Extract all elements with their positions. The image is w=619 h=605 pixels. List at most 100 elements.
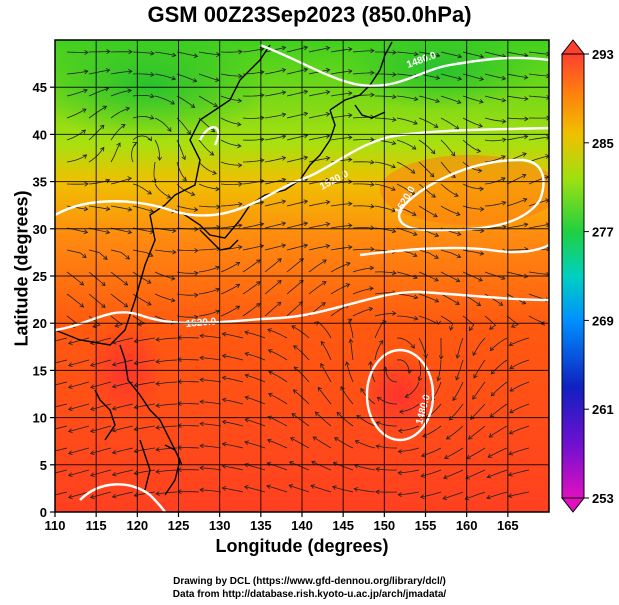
y-tick-label: 5 bbox=[40, 458, 47, 473]
x-tick-label: 110 bbox=[45, 518, 66, 533]
streamline bbox=[154, 183, 171, 199]
streamline bbox=[465, 491, 486, 500]
streamline-arrow bbox=[289, 437, 295, 442]
streamline-arrow bbox=[81, 129, 87, 134]
streamline bbox=[506, 73, 528, 78]
streamline bbox=[267, 329, 288, 339]
streamline-arrow bbox=[288, 484, 294, 489]
streamline-arrow bbox=[237, 245, 243, 250]
streamline-arrow bbox=[370, 70, 375, 76]
streamline-arrow bbox=[170, 275, 176, 281]
streamline-arrow bbox=[410, 169, 416, 174]
streamline-arrow bbox=[172, 249, 177, 255]
streamline-arrow bbox=[434, 254, 439, 259]
x-tick-label: 135 bbox=[250, 518, 272, 533]
streamline bbox=[396, 51, 418, 55]
streamline bbox=[286, 258, 304, 273]
streamline-arrow bbox=[210, 127, 216, 133]
streamline-arrow bbox=[132, 142, 138, 147]
streamline-arrow bbox=[546, 51, 549, 57]
streamline-arrow bbox=[213, 102, 218, 108]
streamline bbox=[88, 147, 105, 163]
streamline-arrow bbox=[487, 453, 493, 458]
streamline-arrow bbox=[438, 355, 444, 360]
streamline bbox=[55, 403, 68, 408]
streamline bbox=[352, 72, 375, 75]
streamline bbox=[418, 183, 436, 198]
streamline-arrow bbox=[84, 181, 89, 187]
streamline-arrow bbox=[303, 67, 309, 73]
x-tick-label: 155 bbox=[415, 518, 437, 533]
streamline-arrow bbox=[311, 460, 316, 466]
streamline-arrow bbox=[81, 108, 87, 113]
streamline-arrow bbox=[434, 232, 440, 238]
streamline-arrow bbox=[345, 283, 351, 288]
streamline-arrow bbox=[310, 484, 315, 489]
streamline bbox=[308, 91, 330, 97]
y-tick-label: 20 bbox=[33, 316, 47, 331]
streamline bbox=[308, 47, 330, 53]
streamline bbox=[452, 381, 464, 401]
streamline bbox=[506, 135, 528, 141]
streamline-arrow bbox=[442, 474, 448, 480]
streamline bbox=[264, 280, 282, 295]
streamline-arrow bbox=[317, 386, 323, 392]
streamline-arrow bbox=[181, 155, 186, 161]
streamline-arrow bbox=[433, 212, 438, 218]
streamline-arrow bbox=[114, 323, 120, 328]
streamline-arrow bbox=[320, 340, 326, 346]
streamline bbox=[352, 308, 373, 317]
credit-data-source: Data from http://database.rish.kyoto-u.a… bbox=[172, 589, 447, 600]
streamline-arrow bbox=[238, 49, 243, 55]
y-tick-label: 30 bbox=[33, 222, 47, 237]
streamline-arrow bbox=[507, 493, 513, 498]
streamline bbox=[374, 340, 384, 361]
streamline-arrow bbox=[509, 387, 515, 392]
streamline-arrow bbox=[348, 244, 353, 250]
streamline bbox=[264, 69, 286, 75]
streamline-arrow bbox=[490, 391, 496, 397]
streamline-arrow bbox=[465, 475, 470, 480]
streamline-arrow bbox=[147, 190, 152, 195]
streamline bbox=[286, 112, 308, 119]
streamline-arrow bbox=[303, 199, 309, 205]
streamline bbox=[466, 447, 486, 459]
streamline-arrow bbox=[171, 75, 177, 81]
streamline bbox=[131, 142, 137, 163]
streamline-arrow bbox=[370, 48, 375, 54]
x-tick-label: 145 bbox=[332, 518, 354, 533]
streamline bbox=[473, 359, 486, 379]
streamline-arrow bbox=[486, 494, 491, 500]
streamline bbox=[242, 281, 261, 295]
streamline bbox=[112, 337, 134, 344]
streamline-arrow bbox=[155, 447, 160, 452]
streamline bbox=[375, 73, 397, 76]
streamline-arrow bbox=[235, 305, 241, 310]
streamline-arrow bbox=[194, 270, 199, 276]
streamline bbox=[472, 381, 486, 400]
streamline bbox=[220, 139, 241, 147]
streamline-arrow bbox=[147, 136, 152, 142]
streamline bbox=[320, 341, 332, 361]
streamline bbox=[268, 371, 288, 383]
streamline-arrow bbox=[399, 409, 404, 415]
streamline bbox=[90, 469, 112, 476]
streamline-arrow bbox=[445, 435, 451, 440]
streamline-arrow bbox=[244, 351, 250, 357]
streamline bbox=[220, 51, 243, 53]
streamline bbox=[291, 413, 310, 427]
streamline bbox=[88, 51, 111, 53]
streamline-arrow bbox=[489, 346, 495, 352]
streamline bbox=[398, 425, 420, 432]
streamline bbox=[443, 469, 464, 479]
streamline-arrow bbox=[522, 197, 528, 203]
streamline-arrow bbox=[259, 70, 265, 75]
streamline bbox=[375, 491, 398, 493]
streamline-arrow bbox=[243, 485, 249, 490]
streamline bbox=[374, 117, 396, 121]
streamline-arrow bbox=[375, 421, 381, 426]
streamline bbox=[88, 69, 110, 75]
streamline bbox=[528, 51, 549, 55]
streamline-arrow bbox=[281, 68, 287, 73]
streamline bbox=[420, 469, 442, 477]
